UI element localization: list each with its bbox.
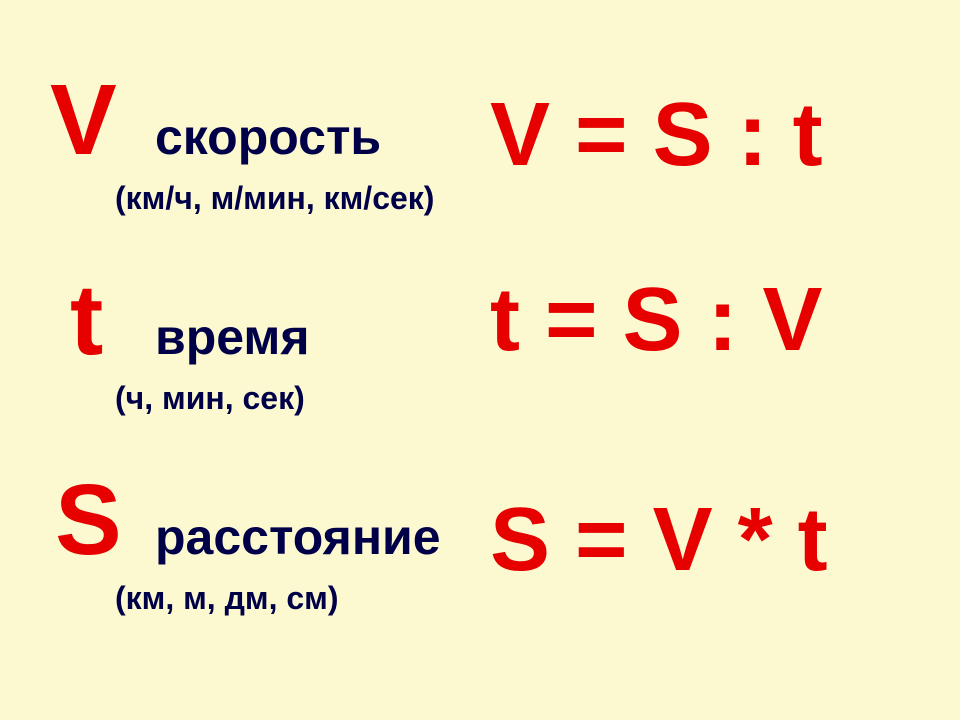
time-name: время	[155, 282, 310, 362]
distance-units: (км, м, дм, см)	[50, 580, 338, 617]
distance-symbol: S	[50, 470, 155, 570]
time-units: (ч, мин, сек)	[50, 380, 305, 417]
distance-formula: S = V * t	[490, 470, 930, 585]
velocity-name: скорость	[155, 112, 381, 162]
distance-row: S расстояние (км, м, дм, см) S = V * t	[30, 470, 930, 670]
time-term: t время	[50, 270, 310, 370]
time-row: t время (ч, мин, сек) t = S : V	[30, 270, 930, 470]
distance-name: расстояние	[155, 482, 441, 562]
velocity-symbol: V	[50, 70, 155, 170]
time-symbol: t	[50, 270, 155, 370]
formula-reference-card: V скорость (км/ч, м/мин, км/сек) V = S :…	[0, 0, 960, 720]
distance-definition: S расстояние (км, м, дм, см)	[30, 470, 490, 617]
distance-term: S расстояние	[50, 470, 441, 570]
time-formula: t = S : V	[490, 270, 930, 365]
velocity-definition: V скорость (км/ч, м/мин, км/сек)	[30, 70, 490, 217]
velocity-row: V скорость (км/ч, м/мин, км/сек) V = S :…	[30, 70, 930, 270]
velocity-term: V скорость	[50, 70, 381, 170]
velocity-formula: V = S : t	[490, 70, 930, 180]
velocity-units: (км/ч, м/мин, км/сек)	[50, 180, 434, 217]
time-definition: t время (ч, мин, сек)	[30, 270, 490, 417]
